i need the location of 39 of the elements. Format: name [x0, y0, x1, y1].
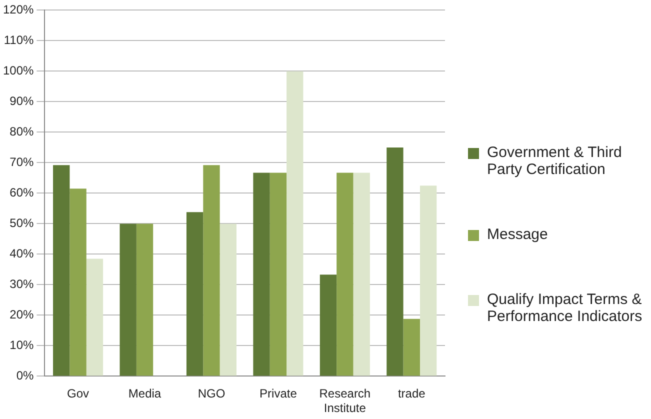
legend-label: Qualify Impact Terms & Performance Indicators: [487, 291, 644, 325]
bar: [386, 147, 404, 376]
y-tick-label: 90%: [10, 94, 34, 108]
bar: [403, 318, 420, 376]
bar: [53, 165, 70, 376]
y-tick-label: 50%: [10, 216, 34, 230]
x-tick-label: Media: [128, 386, 162, 401]
bar: [336, 172, 354, 376]
y-tick-label: 0%: [16, 368, 34, 383]
y-tick-label: 70%: [10, 155, 34, 170]
legend-label: Government & Third Party Certification: [487, 144, 623, 178]
x-tick-label: NGO: [198, 386, 226, 401]
bar: [353, 172, 370, 376]
bar: [220, 224, 237, 376]
bar: [420, 186, 437, 376]
bar: [253, 172, 270, 376]
bar: [86, 258, 104, 376]
y-tick-label: 120%: [2, 2, 34, 17]
y-tick-label: 20%: [10, 308, 34, 322]
x-tick-label: Research Institute: [319, 386, 371, 416]
y-tick-label: 80%: [10, 124, 34, 139]
y-tick-label: 40%: [10, 246, 34, 261]
bar: [320, 274, 337, 376]
y-tick-label: 110%: [4, 33, 34, 48]
y-tick-label: 100%: [2, 64, 34, 78]
x-tick-label: Private: [260, 386, 298, 401]
bar: [203, 165, 220, 376]
legend-label: Message: [487, 226, 548, 243]
y-tick-label: 60%: [10, 186, 34, 200]
bar: [286, 71, 304, 376]
bar: [120, 224, 136, 376]
y-tick-label: 30%: [10, 277, 34, 292]
bar: [136, 224, 154, 376]
bar: [270, 172, 287, 376]
x-tick-label: Gov: [67, 386, 90, 401]
x-tick-label: trade: [398, 386, 426, 401]
bar: [70, 188, 86, 376]
y-tick-label: 10%: [10, 338, 34, 352]
bar: [186, 212, 204, 376]
